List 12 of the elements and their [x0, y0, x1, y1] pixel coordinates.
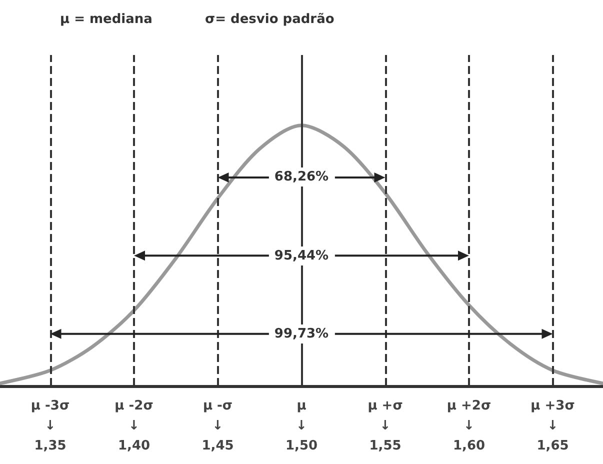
annotation: 95,44% [268, 246, 335, 266]
x-tick-label: μ -σ ↓ 1,45 [202, 398, 234, 454]
x-tick-label: μ +3σ ↓ 1,65 [530, 398, 575, 454]
chart-title: μ = mediana [60, 12, 152, 27]
x-tick-label: μ ↓ 1,50 [285, 398, 318, 454]
annotation: 99,73% [268, 324, 335, 344]
x-tick-label: μ +2σ ↓ 1,60 [446, 398, 492, 454]
x-tick-label: μ +σ ↓ 1,55 [368, 398, 403, 454]
annotation: 68,26% [268, 168, 335, 187]
chart-subtitle: σ= desvio padrão [205, 12, 334, 27]
x-tick-label: μ -2σ ↓ 1,40 [114, 398, 154, 454]
x-tick-label: μ -3σ ↓ 1,35 [30, 398, 70, 454]
